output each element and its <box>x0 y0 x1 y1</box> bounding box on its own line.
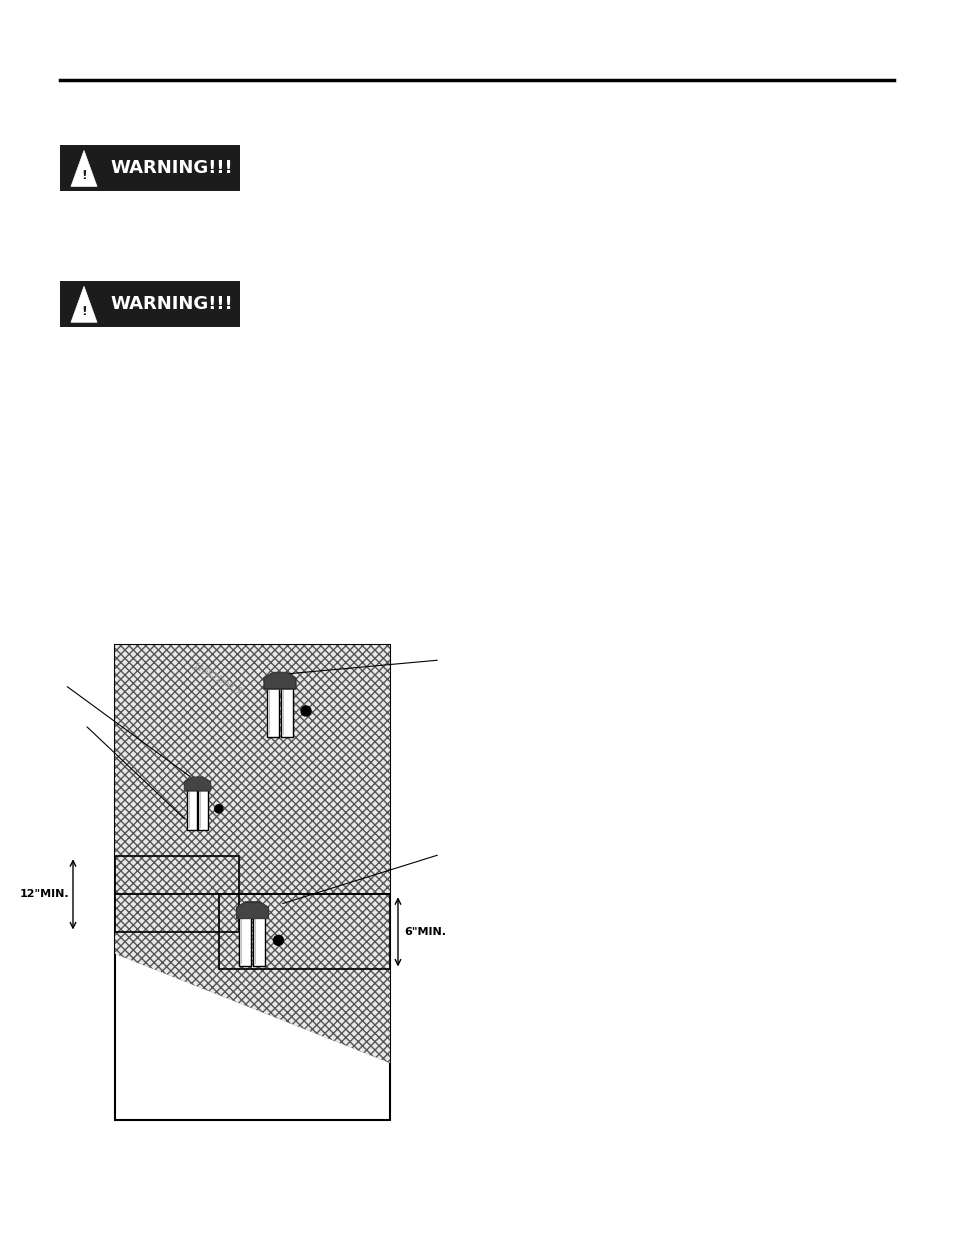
Circle shape <box>301 706 311 716</box>
Text: 12"MIN.: 12"MIN. <box>19 889 69 899</box>
Circle shape <box>214 805 223 813</box>
Polygon shape <box>115 645 390 1063</box>
Bar <box>253 914 265 966</box>
Bar <box>281 685 293 737</box>
Text: WARNING!!!: WARNING!!! <box>110 159 233 178</box>
Text: !: ! <box>81 169 87 183</box>
Polygon shape <box>184 777 211 790</box>
Text: !: ! <box>81 305 87 319</box>
Polygon shape <box>264 672 295 689</box>
Bar <box>115 856 238 932</box>
Bar <box>60 146 240 191</box>
Polygon shape <box>71 287 97 322</box>
Bar <box>187 788 196 830</box>
Polygon shape <box>71 151 97 186</box>
Text: WARNING!!!: WARNING!!! <box>110 295 233 314</box>
Text: 110821m0_9: 110821m0_9 <box>192 659 244 695</box>
Circle shape <box>274 935 283 945</box>
Bar <box>267 685 278 737</box>
Text: 6"MIN.: 6"MIN. <box>403 927 446 937</box>
Bar <box>198 788 208 830</box>
Bar <box>60 282 240 327</box>
Bar <box>115 645 390 1120</box>
Bar <box>219 894 390 969</box>
Polygon shape <box>236 902 268 919</box>
Bar <box>239 914 252 966</box>
